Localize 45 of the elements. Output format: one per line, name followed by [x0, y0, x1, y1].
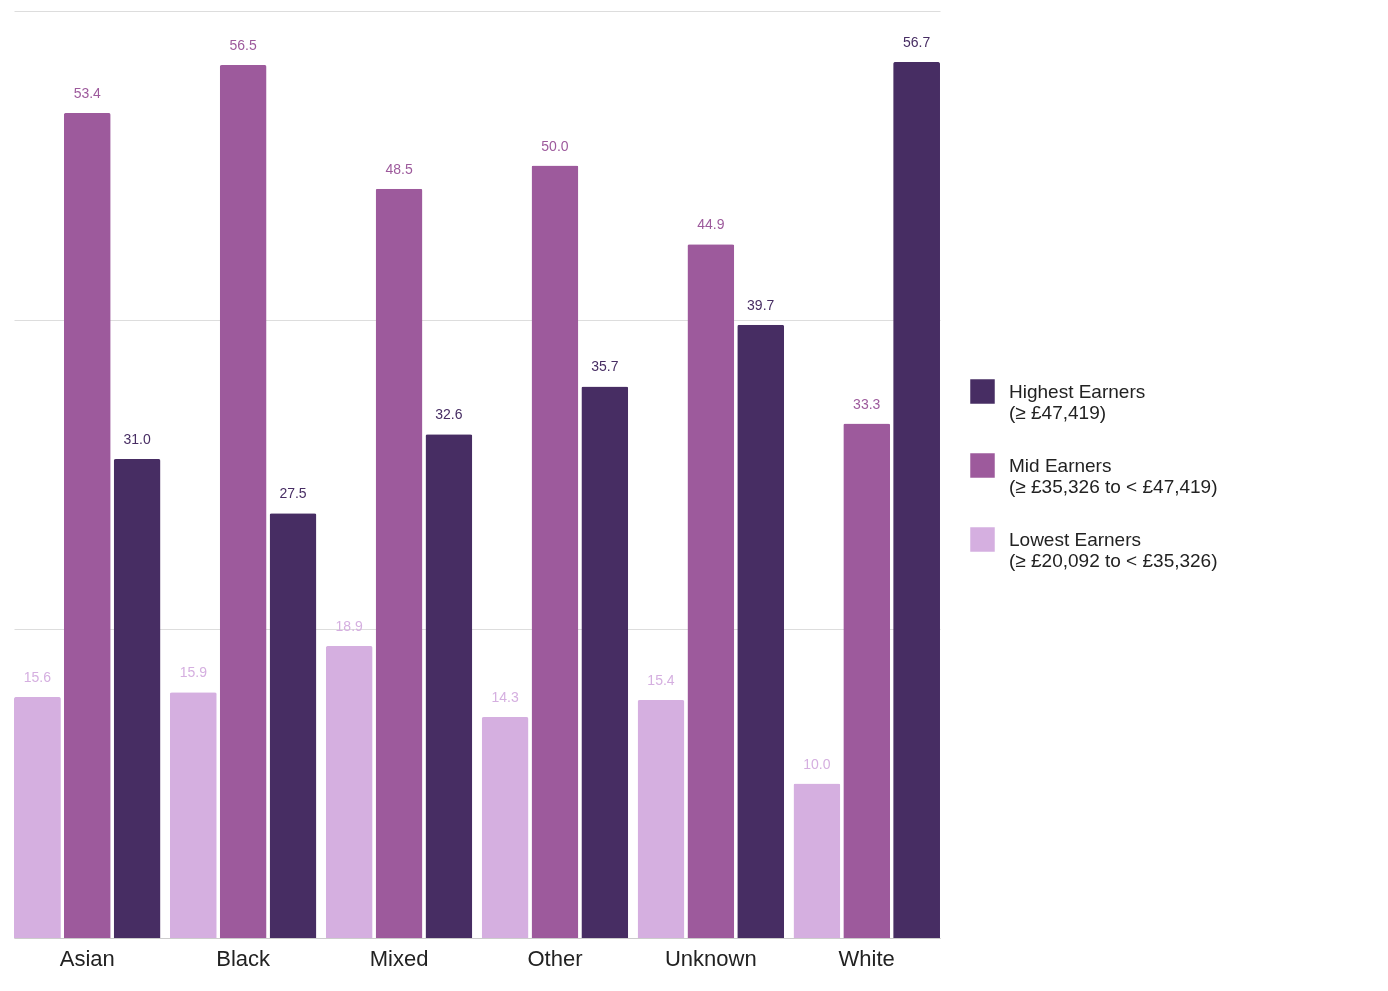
data-label: 27.5: [279, 485, 307, 502]
data-label: 56.7: [902, 33, 931, 50]
bar: [269, 513, 317, 938]
bar: [687, 244, 735, 938]
x-tick-label: White: [838, 945, 895, 971]
bar: [219, 65, 267, 938]
bar: [531, 165, 579, 938]
bar: [637, 700, 685, 938]
data-label: 10.0: [803, 755, 831, 772]
legend-label: Lowest Earners (≥ £20,092 to < £35,326): [1009, 528, 1218, 571]
bar: [14, 696, 61, 938]
data-label: 39.7: [747, 296, 775, 313]
bar: [425, 434, 473, 938]
x-tick-label: Mixed: [369, 945, 429, 971]
data-label: 15.6: [23, 668, 52, 685]
x-tick-label: Unknown: [664, 945, 757, 971]
bar: [375, 188, 423, 938]
data-label: 53.4: [73, 84, 102, 101]
data-label: 31.0: [123, 431, 151, 448]
bar: [843, 423, 891, 938]
bar: [113, 459, 161, 938]
bar: [737, 324, 785, 938]
data-label: 32.6: [435, 406, 463, 423]
bar: [581, 386, 629, 938]
data-label: 56.5: [229, 37, 257, 54]
legend-label: Mid Earners (≥ £35,326 to < £47,419): [1009, 454, 1218, 497]
data-label: 15.4: [647, 672, 675, 689]
data-label: 14.3: [491, 689, 519, 706]
data-label: 35.7: [591, 358, 619, 375]
data-label: 15.9: [179, 664, 208, 681]
x-tick-label: Other: [527, 945, 583, 971]
bar: [893, 61, 940, 938]
bar: [325, 646, 373, 938]
data-label: 18.9: [335, 617, 364, 634]
bar: [481, 717, 529, 938]
legend-label: Highest Earners (≥ £47,419): [1009, 380, 1146, 423]
data-label: 33.3: [853, 395, 881, 412]
data-label: 44.9: [697, 216, 725, 233]
bar: [63, 112, 111, 938]
data-label: 48.5: [385, 160, 413, 177]
x-tick-label: Asian: [59, 945, 115, 971]
bar: [169, 692, 217, 938]
data-label: 50.0: [541, 137, 569, 154]
x-tick-label: Black: [216, 945, 272, 971]
bar: [793, 783, 841, 938]
